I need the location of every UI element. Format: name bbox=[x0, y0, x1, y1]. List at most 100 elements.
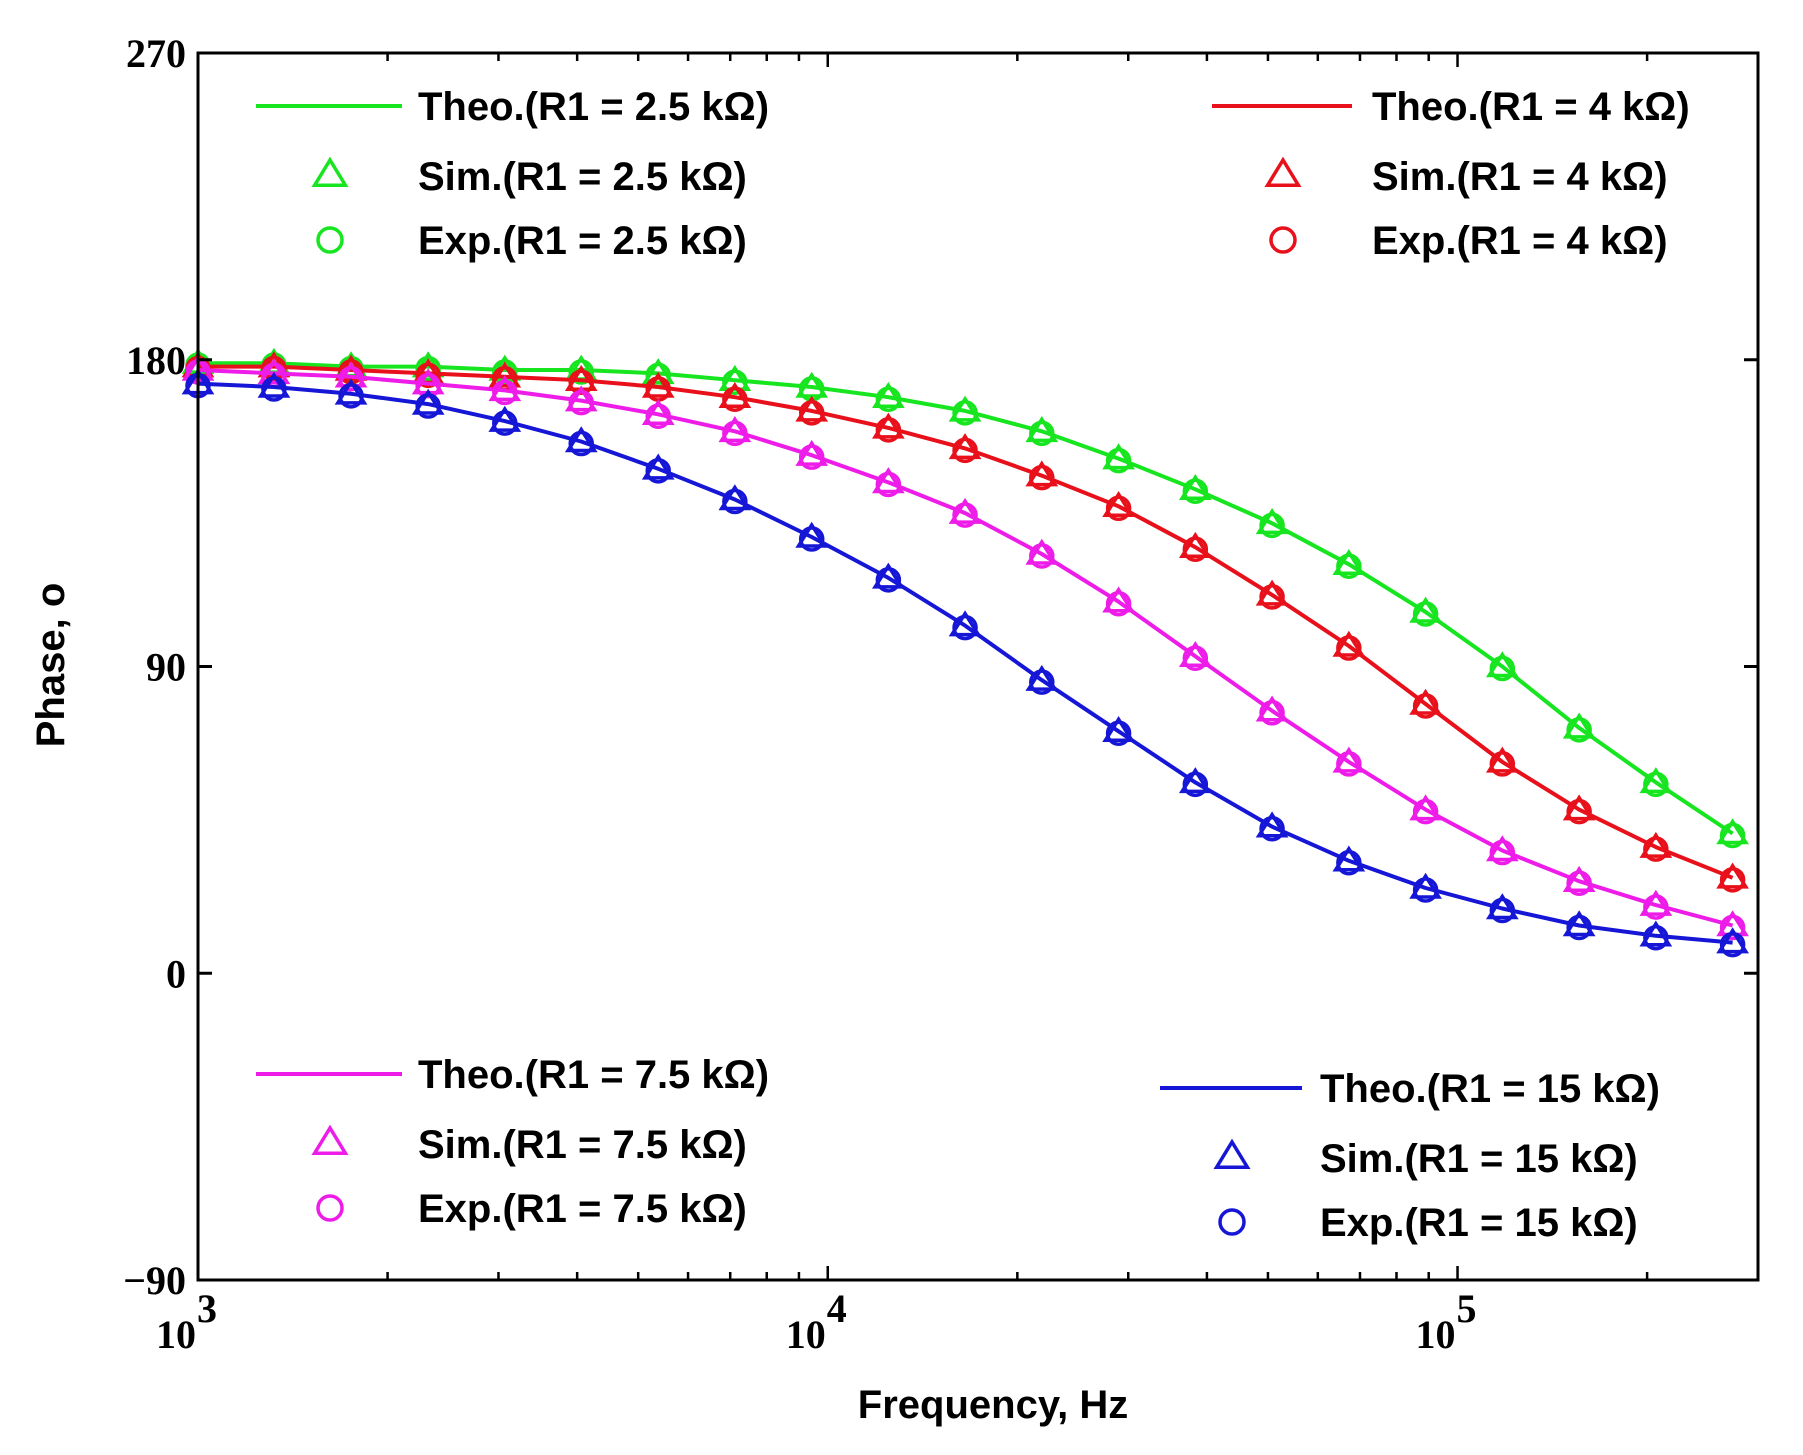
sim-marker-r75 bbox=[564, 385, 598, 412]
sim-marker-r15 bbox=[871, 562, 905, 589]
exp-marker-r15 bbox=[1643, 925, 1669, 951]
sim-marker-r25 bbox=[1255, 508, 1289, 535]
y-tick-label: 270 bbox=[126, 31, 186, 76]
x-tick-label-exponent: 3 bbox=[197, 1286, 217, 1331]
sim-marker-r4 bbox=[488, 361, 522, 388]
legend-sim-marker bbox=[1264, 156, 1302, 187]
sim-marker-r75 bbox=[1409, 794, 1442, 821]
y-tick-label: −90 bbox=[123, 1258, 186, 1303]
exp-marker-r25 bbox=[568, 359, 594, 385]
exp-marker-r15 bbox=[415, 393, 441, 419]
exp-marker-r75 bbox=[1719, 914, 1746, 941]
series-r75 bbox=[181, 354, 1749, 941]
sim-marker-r25 bbox=[1332, 548, 1366, 575]
sim-marker-r15 bbox=[334, 378, 368, 405]
x-tick-label-base: 10 bbox=[1416, 1312, 1456, 1357]
exp-marker-r75 bbox=[1336, 751, 1362, 777]
sim-marker-r75 bbox=[1639, 889, 1673, 916]
exp-marker-r15 bbox=[1489, 897, 1516, 924]
exp-marker-r25 bbox=[1489, 655, 1516, 682]
exp-marker-r15 bbox=[568, 430, 594, 457]
legend-sim-label: Sim.(R1 = 15 kΩ) bbox=[1320, 1137, 1638, 1181]
y-axis-ticks: 270 180 90 0 −90 bbox=[123, 31, 1758, 1303]
sim-marker-r4 bbox=[1255, 579, 1289, 606]
sim-marker-r15 bbox=[1409, 872, 1442, 899]
exp-marker-r25 bbox=[1643, 771, 1669, 798]
exp-marker-r4 bbox=[875, 417, 902, 443]
legend-sim-marker bbox=[1213, 1138, 1251, 1169]
sim-marker-r75 bbox=[718, 416, 752, 443]
theo-line-r25 bbox=[198, 361, 1734, 836]
exp-marker-r4 bbox=[1182, 536, 1209, 562]
sim-marker-r4 bbox=[1178, 531, 1212, 558]
exp-marker-r25 bbox=[722, 369, 748, 395]
sim-marker-r25 bbox=[1102, 443, 1135, 470]
sim-marker-r75 bbox=[257, 358, 291, 385]
exp-marker-r15 bbox=[261, 376, 287, 402]
sim-marker-r25 bbox=[1025, 416, 1059, 443]
sim-marker-r15 bbox=[257, 371, 291, 398]
exp-marker-r75 bbox=[492, 379, 518, 406]
x-axis-title: Frequency, Hz bbox=[858, 1383, 1128, 1427]
exp-marker-r25 bbox=[1029, 420, 1055, 447]
sim-marker-r15 bbox=[1025, 664, 1059, 691]
exp-marker-r4 bbox=[798, 400, 825, 426]
legend-exp-label: Exp.(R1 = 7.5 kΩ) bbox=[418, 1187, 747, 1231]
sim-marker-r75 bbox=[871, 467, 905, 494]
exp-marker-r75 bbox=[1489, 839, 1516, 866]
exp-marker-r75 bbox=[568, 389, 594, 416]
exp-marker-r25 bbox=[1105, 447, 1132, 474]
exp-marker-r75 bbox=[875, 471, 902, 498]
exp-marker-r75 bbox=[1643, 894, 1669, 920]
exp-marker-r15 bbox=[1259, 815, 1285, 842]
sim-marker-r25 bbox=[641, 358, 675, 385]
exp-marker-r75 bbox=[1566, 870, 1592, 896]
exp-marker-r15 bbox=[1105, 720, 1132, 747]
exp-marker-r75 bbox=[952, 502, 978, 528]
legend-exp-marker bbox=[1269, 226, 1297, 254]
exp-marker-r75 bbox=[1105, 590, 1132, 617]
legend-exp-marker bbox=[316, 1194, 344, 1222]
exp-marker-r15 bbox=[952, 614, 978, 641]
legend-sim-marker bbox=[311, 1124, 349, 1155]
theo-line-r75 bbox=[197, 368, 1734, 928]
sim-marker-r75 bbox=[488, 375, 522, 402]
exp-marker-r15 bbox=[492, 410, 518, 436]
y-tick-label: 180 bbox=[126, 338, 186, 383]
sim-marker-r4 bbox=[1332, 630, 1366, 657]
exp-marker-r15 bbox=[1412, 877, 1439, 903]
exp-marker-r15 bbox=[338, 383, 364, 409]
legend-r15: Theo.(R1 = 15 kΩ) Sim.(R1 = 15 kΩ) Exp.(R1… bbox=[1160, 1067, 1660, 1245]
sim-marker-r25 bbox=[948, 395, 982, 422]
sim-marker-r25 bbox=[1409, 596, 1442, 623]
legend-theo-label: Theo.(R1 = 15 kΩ) bbox=[1320, 1067, 1660, 1111]
sim-marker-r4 bbox=[641, 371, 675, 398]
legend-exp-label: Exp.(R1 = 15 kΩ) bbox=[1320, 1201, 1638, 1245]
legend-sim-marker bbox=[311, 156, 349, 187]
sim-marker-r25 bbox=[1178, 473, 1212, 501]
x-tick-label-exponent: 4 bbox=[827, 1286, 847, 1331]
exp-marker-r15 bbox=[798, 526, 825, 552]
legend-sim-label: Sim.(R1 = 4 kΩ) bbox=[1372, 155, 1668, 199]
exp-marker-r15 bbox=[645, 458, 671, 484]
sim-marker-r25 bbox=[1485, 651, 1519, 678]
exp-marker-r25 bbox=[1336, 553, 1362, 579]
sim-marker-r15 bbox=[718, 484, 752, 511]
sim-marker-r75 bbox=[1332, 746, 1366, 773]
legend-r25: Theo.(R1 = 2.5 kΩ) Sim.(R1 = 2.5 kΩ) Exp.(… bbox=[256, 85, 769, 263]
theo-line-r15 bbox=[197, 381, 1733, 945]
sim-marker-r4 bbox=[1639, 831, 1673, 858]
theo-line-r4 bbox=[198, 364, 1734, 880]
x-tick-label-base: 10 bbox=[786, 1312, 826, 1357]
exp-marker-r25 bbox=[1182, 478, 1209, 505]
exp-marker-r15 bbox=[722, 488, 748, 515]
exp-marker-r15 bbox=[1719, 931, 1746, 958]
exp-marker-r4 bbox=[722, 386, 748, 412]
sim-marker-r4 bbox=[1102, 491, 1135, 518]
sim-marker-r15 bbox=[1178, 767, 1212, 794]
sim-marker-r15 bbox=[1716, 927, 1749, 954]
sim-marker-r25 bbox=[1716, 818, 1749, 845]
exp-marker-r15 bbox=[875, 567, 902, 593]
sim-marker-r25 bbox=[1562, 712, 1596, 739]
